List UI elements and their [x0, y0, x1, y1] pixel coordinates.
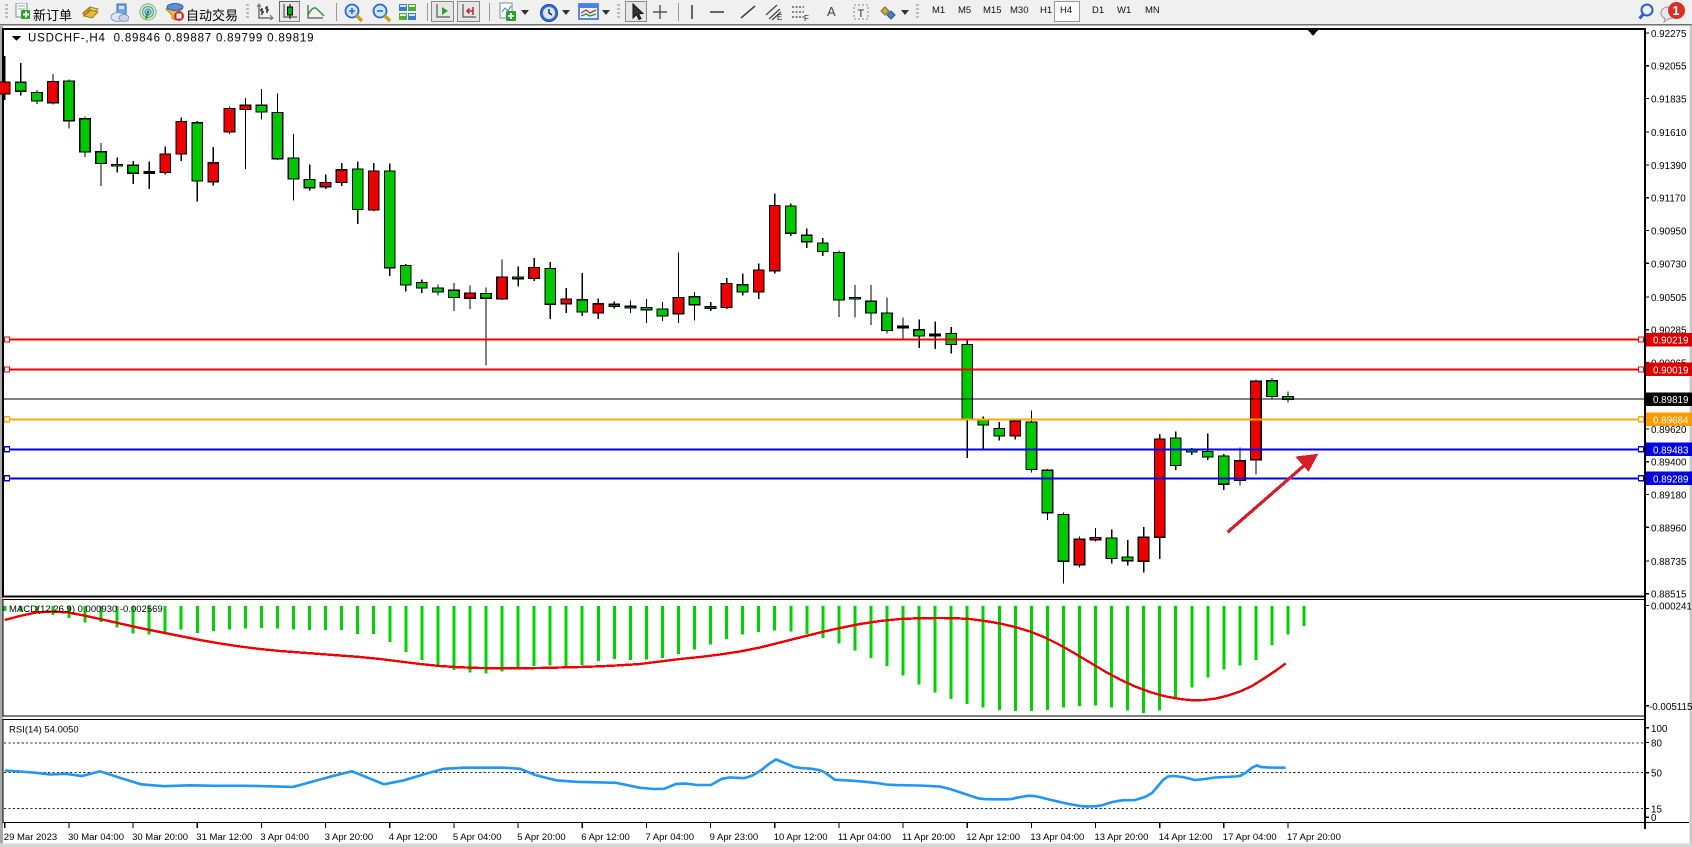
svg-text:0.91610: 0.91610	[1651, 128, 1687, 139]
svg-text:0.89620: 0.89620	[1651, 425, 1687, 436]
svg-text:F: F	[804, 14, 809, 22]
svg-text:0: 0	[1651, 813, 1657, 824]
svg-text:14 Apr 12:00: 14 Apr 12:00	[1159, 832, 1213, 843]
svg-text:3 Apr 20:00: 3 Apr 20:00	[325, 832, 374, 843]
svg-text:0.91170: 0.91170	[1651, 194, 1686, 205]
svg-text:31 Mar 12:00: 31 Mar 12:00	[196, 832, 252, 843]
svg-text:5 Apr 04:00: 5 Apr 04:00	[453, 832, 502, 843]
svg-text:6 Apr 12:00: 6 Apr 12:00	[581, 832, 630, 843]
svg-text:0.91835: 0.91835	[1651, 95, 1687, 106]
svg-text:0.88515: 0.88515	[1651, 590, 1687, 601]
svg-text:80: 80	[1651, 739, 1662, 750]
svg-text:50: 50	[1651, 769, 1662, 780]
svg-text:11 Apr 04:00: 11 Apr 04:00	[838, 832, 891, 843]
svg-text:0.88735: 0.88735	[1651, 557, 1687, 568]
svg-text:13 Apr 20:00: 13 Apr 20:00	[1095, 832, 1149, 843]
svg-text:4 Apr 12:00: 4 Apr 12:00	[389, 832, 438, 843]
svg-text:0.90019: 0.90019	[1653, 365, 1688, 376]
svg-text:7 Apr 04:00: 7 Apr 04:00	[645, 832, 694, 843]
svg-text:15: 15	[1651, 805, 1662, 816]
svg-text:0.91390: 0.91390	[1651, 161, 1687, 172]
svg-text:0.89819: 0.89819	[1653, 395, 1688, 406]
svg-text:30 Mar 04:00: 30 Mar 04:00	[68, 832, 124, 843]
svg-text:0.89400: 0.89400	[1651, 458, 1687, 469]
svg-text:0.89483: 0.89483	[1653, 445, 1689, 456]
svg-text:11 Apr 20:00: 11 Apr 20:00	[902, 832, 955, 843]
svg-text:0.000241: 0.000241	[1651, 602, 1692, 613]
svg-text:0.92275: 0.92275	[1651, 29, 1687, 40]
svg-text:0.90730: 0.90730	[1651, 259, 1687, 270]
svg-text:17 Apr 20:00: 17 Apr 20:00	[1287, 832, 1341, 843]
svg-text:E: E	[777, 13, 782, 22]
svg-text:0.90219: 0.90219	[1653, 336, 1688, 347]
svg-text:0.90285: 0.90285	[1651, 326, 1687, 337]
svg-text:12 Apr 12:00: 12 Apr 12:00	[966, 832, 1020, 843]
svg-text:17 Apr 04:00: 17 Apr 04:00	[1223, 832, 1277, 843]
svg-text:T: T	[858, 8, 865, 20]
svg-text:5 Apr 20:00: 5 Apr 20:00	[517, 832, 566, 843]
svg-text:13 Apr 04:00: 13 Apr 04:00	[1030, 832, 1084, 843]
svg-text:30 Mar 20:00: 30 Mar 20:00	[132, 832, 188, 843]
svg-text:10 Apr 12:00: 10 Apr 12:00	[774, 832, 828, 843]
svg-text:0.88960: 0.88960	[1651, 523, 1687, 534]
svg-text:9 Apr 23:00: 9 Apr 23:00	[710, 832, 759, 843]
svg-text:0.90950: 0.90950	[1651, 227, 1687, 238]
svg-text:100: 100	[1651, 724, 1668, 735]
svg-text:0.92055: 0.92055	[1651, 62, 1687, 73]
svg-text:3 Apr 04:00: 3 Apr 04:00	[260, 832, 309, 843]
svg-text:29 Mar 2023: 29 Mar 2023	[4, 832, 57, 843]
svg-text:0.89289: 0.89289	[1653, 474, 1688, 485]
svg-text:RSI(14) 54.0050: RSI(14) 54.0050	[9, 725, 79, 736]
svg-text:USDCHF-,H4 0.89846 0.89887 0.: USDCHF-,H4 0.89846 0.89887 0.89799 0.898…	[28, 33, 314, 45]
svg-text:-0.005115: -0.005115	[1649, 702, 1692, 713]
svg-text:MACD(12,26,9) 0.000930 -0.0025: MACD(12,26,9) 0.000930 -0.002569	[9, 604, 163, 615]
svg-text:0.90505: 0.90505	[1651, 293, 1687, 304]
svg-text:0.89684: 0.89684	[1653, 415, 1689, 426]
svg-text:0.89180: 0.89180	[1651, 491, 1687, 502]
